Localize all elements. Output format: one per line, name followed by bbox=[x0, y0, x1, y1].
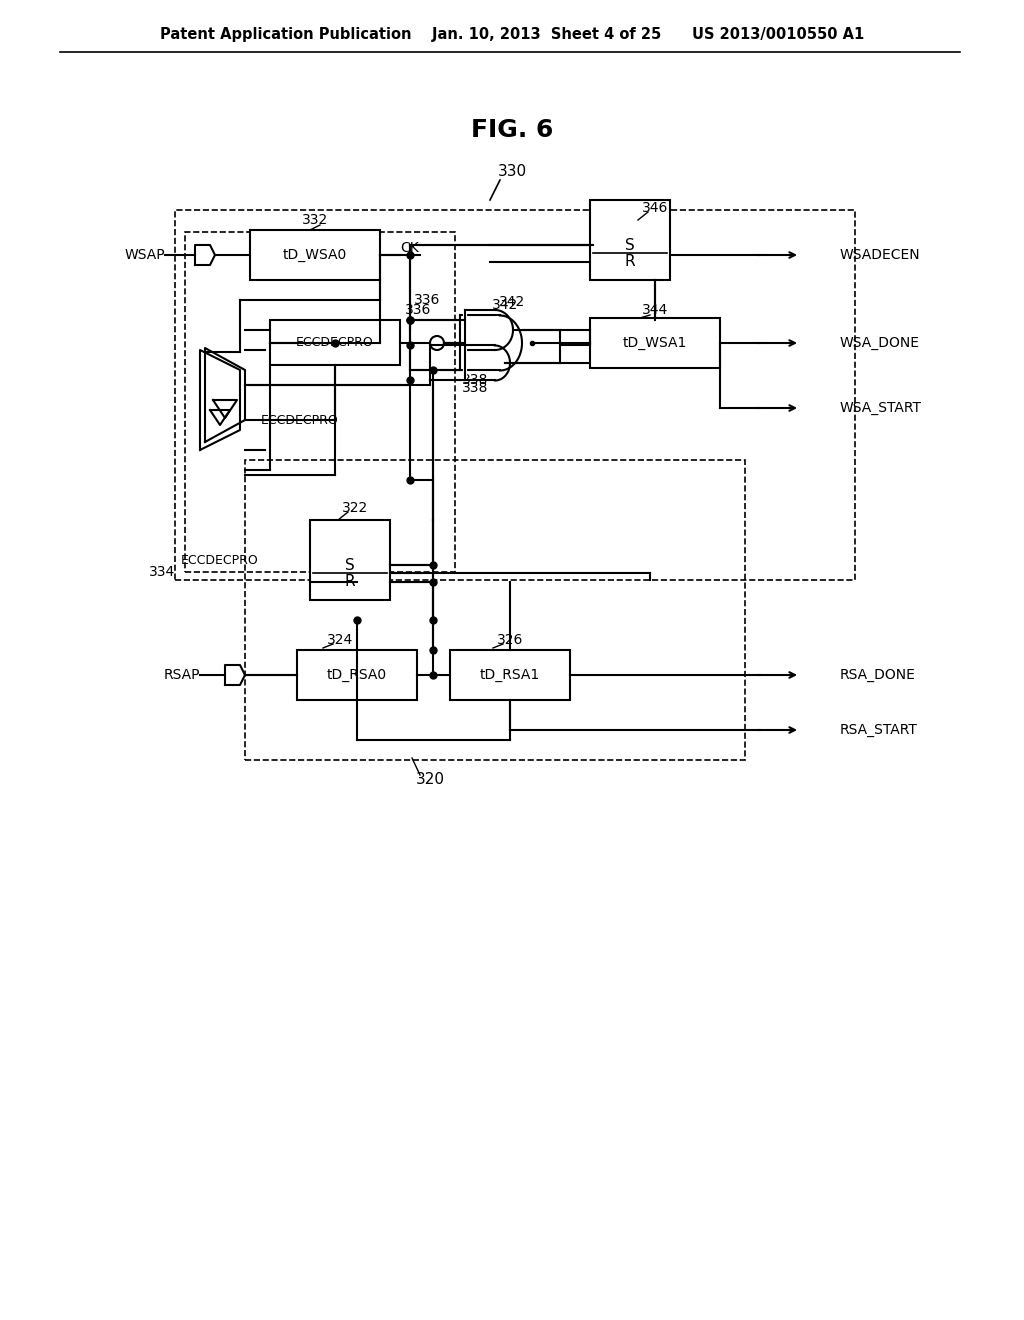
Text: R: R bbox=[625, 255, 635, 269]
Text: 344: 344 bbox=[642, 304, 668, 317]
Text: 322: 322 bbox=[342, 502, 368, 515]
Text: WSA_DONE: WSA_DONE bbox=[840, 337, 920, 350]
Text: 320: 320 bbox=[416, 772, 444, 788]
Text: Patent Application Publication    Jan. 10, 2013  Sheet 4 of 25      US 2013/0010: Patent Application Publication Jan. 10, … bbox=[160, 28, 864, 42]
Text: 332: 332 bbox=[302, 213, 328, 227]
Text: RSA_START: RSA_START bbox=[840, 723, 918, 737]
FancyBboxPatch shape bbox=[590, 201, 670, 280]
Text: 346: 346 bbox=[642, 201, 669, 215]
Polygon shape bbox=[205, 348, 245, 442]
Text: WSA_START: WSA_START bbox=[840, 401, 922, 414]
FancyBboxPatch shape bbox=[590, 318, 720, 368]
Text: tD_WSA0: tD_WSA0 bbox=[283, 248, 347, 261]
Polygon shape bbox=[200, 350, 240, 450]
Text: 336: 336 bbox=[414, 293, 440, 308]
Text: S: S bbox=[625, 238, 635, 252]
Text: ECCDECPRO: ECCDECPRO bbox=[181, 553, 259, 566]
Text: 342: 342 bbox=[499, 294, 525, 309]
Text: WSAP: WSAP bbox=[124, 248, 165, 261]
Text: 342: 342 bbox=[492, 298, 518, 312]
Text: RSAP: RSAP bbox=[164, 668, 200, 682]
FancyBboxPatch shape bbox=[310, 520, 390, 601]
Text: tD_RSA1: tD_RSA1 bbox=[480, 668, 540, 682]
Text: ECCDECPRO: ECCDECPRO bbox=[261, 413, 339, 426]
Text: CK: CK bbox=[400, 242, 419, 255]
Text: WSADECEN: WSADECEN bbox=[840, 248, 921, 261]
Text: 338: 338 bbox=[462, 381, 488, 395]
Text: tD_RSA0: tD_RSA0 bbox=[327, 668, 387, 682]
Text: 334: 334 bbox=[148, 565, 175, 579]
Text: 324: 324 bbox=[327, 634, 353, 647]
Text: tD_WSA1: tD_WSA1 bbox=[623, 337, 687, 350]
Text: 336: 336 bbox=[404, 304, 431, 317]
Text: 338: 338 bbox=[462, 374, 488, 387]
Text: S: S bbox=[345, 557, 355, 573]
FancyBboxPatch shape bbox=[270, 319, 400, 366]
Text: RSA_DONE: RSA_DONE bbox=[840, 668, 915, 682]
Text: 326: 326 bbox=[497, 634, 523, 647]
FancyBboxPatch shape bbox=[450, 649, 570, 700]
FancyBboxPatch shape bbox=[297, 649, 417, 700]
Text: R: R bbox=[345, 574, 355, 590]
Text: FIG. 6: FIG. 6 bbox=[471, 117, 553, 143]
Text: ECCDECPRO: ECCDECPRO bbox=[296, 337, 374, 350]
Text: 330: 330 bbox=[498, 165, 526, 180]
FancyBboxPatch shape bbox=[250, 230, 380, 280]
